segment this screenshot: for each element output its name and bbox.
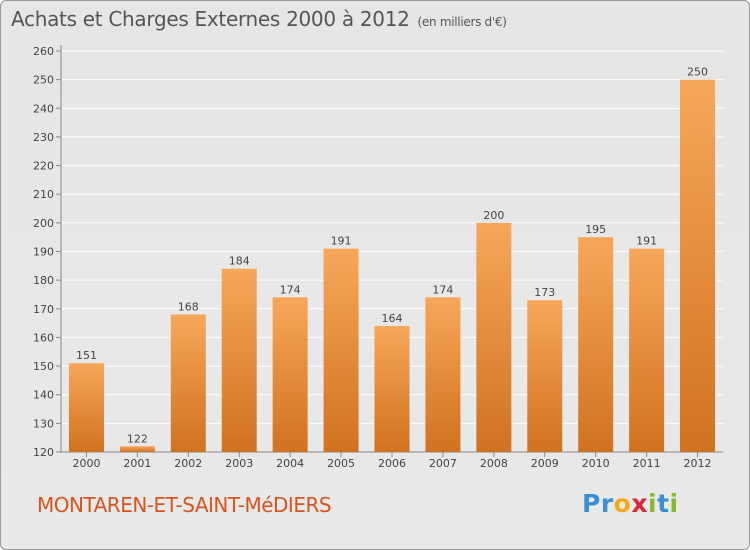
y-tick-label: 190 <box>33 246 54 259</box>
y-tick-label: 210 <box>33 188 54 201</box>
logo-letter: i <box>669 489 679 518</box>
logo-letter: t <box>657 489 670 518</box>
y-tick-label: 120 <box>33 446 54 459</box>
logo-letter: r <box>600 489 614 518</box>
x-tick-label-2000: 2000 <box>72 457 100 470</box>
data-label-2003: 184 <box>229 255 250 268</box>
data-label-2009: 173 <box>534 286 555 299</box>
x-tick-label-2003: 2003 <box>225 457 253 470</box>
x-tick-label-2004: 2004 <box>276 457 304 470</box>
x-tick-label-2001: 2001 <box>123 457 151 470</box>
x-tick-label-2005: 2005 <box>327 457 355 470</box>
y-tick-label: 240 <box>33 102 54 115</box>
bar-2009 <box>527 300 563 452</box>
y-tick-label: 150 <box>33 360 54 373</box>
bar-2003 <box>221 268 257 452</box>
data-label-2006: 164 <box>382 312 403 325</box>
y-tick-label: 170 <box>33 303 54 316</box>
y-tick-label: 260 <box>33 45 54 58</box>
x-tick-label-2009: 2009 <box>531 457 559 470</box>
data-label-2007: 174 <box>432 283 453 296</box>
logo-letter: P <box>582 489 601 518</box>
data-label-2010: 195 <box>585 223 606 236</box>
x-tick-label-2007: 2007 <box>429 457 457 470</box>
data-label-2002: 168 <box>178 301 199 314</box>
bar-2007 <box>425 297 461 452</box>
y-tick-label: 180 <box>33 274 54 287</box>
title-text: Achats et Charges Externes 2000 à 2012 <box>11 7 410 31</box>
bar-2000 <box>68 363 104 452</box>
x-tick-label-2010: 2010 <box>582 457 610 470</box>
logo-letter: i <box>648 489 658 518</box>
x-tick-label-2008: 2008 <box>480 457 508 470</box>
bar-2004 <box>272 297 308 452</box>
y-tick-label: 220 <box>33 160 54 173</box>
bar-2011 <box>629 248 665 452</box>
x-tick-label-2006: 2006 <box>378 457 406 470</box>
bar-2005 <box>323 248 359 452</box>
y-tick-label: 250 <box>33 74 54 87</box>
commune-name: MONTAREN-ET-SAINT-MéDIERS <box>37 493 332 517</box>
data-label-2012: 250 <box>687 66 708 79</box>
y-tick-label: 140 <box>33 389 54 402</box>
y-tick-label: 230 <box>33 131 54 144</box>
data-label-2005: 191 <box>331 235 352 248</box>
logo-letter: o <box>613 489 632 518</box>
bar-2012 <box>680 79 716 453</box>
data-label-2000: 151 <box>76 349 97 362</box>
bar-2001 <box>119 446 155 452</box>
bar-2006 <box>374 325 410 452</box>
bars <box>68 79 716 453</box>
data-label-2001: 122 <box>127 432 148 445</box>
y-tick-label: 130 <box>33 417 54 430</box>
chart-subtitle: (en milliers d'€) <box>417 15 507 29</box>
x-tick-label-2002: 2002 <box>174 457 202 470</box>
chart-title: Achats et Charges Externes 2000 à 2012 (e… <box>11 7 507 31</box>
x-tick-label-2011: 2011 <box>633 457 661 470</box>
y-tick-label: 160 <box>33 331 54 344</box>
data-label-2011: 191 <box>636 235 657 248</box>
x-tick-label-2012: 2012 <box>684 457 712 470</box>
bar-2010 <box>578 237 614 452</box>
proxiti-logo[interactable]: Proxiti <box>582 489 679 518</box>
data-label-2008: 200 <box>483 209 504 222</box>
bar-2008 <box>476 222 512 452</box>
data-label-2004: 174 <box>280 283 301 296</box>
labels: 120 130 140 150 160 170 180 190 200 210 220 230 240 2… <box>33 45 712 470</box>
bar-2002 <box>170 314 206 452</box>
logo-letter: x <box>631 489 648 518</box>
y-tick-label: 200 <box>33 217 54 230</box>
